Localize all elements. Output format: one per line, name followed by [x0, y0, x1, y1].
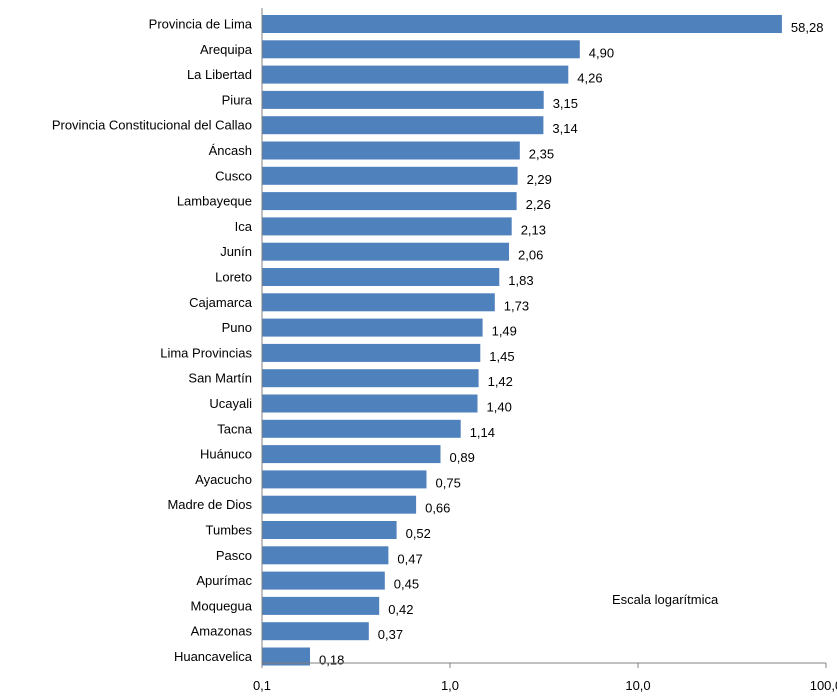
- value-label: 0,66: [425, 501, 450, 516]
- category-label: Lambayeque: [177, 194, 252, 209]
- category-label: Lima Provincias: [160, 345, 252, 360]
- value-label: 1,42: [488, 374, 513, 389]
- bar: [262, 470, 427, 489]
- category-label: Provincia de Lima: [149, 17, 253, 32]
- value-label: 1,40: [487, 400, 512, 415]
- category-label: Tacna: [217, 421, 252, 436]
- value-label: 0,42: [388, 602, 413, 617]
- value-label: 1,73: [504, 298, 529, 313]
- bar: [262, 369, 479, 388]
- bar: [262, 242, 509, 261]
- bar: [262, 116, 544, 135]
- bar: [262, 596, 380, 615]
- value-label: 3,15: [553, 96, 578, 111]
- category-label: Ucayali: [209, 396, 252, 411]
- category-label: Pasco: [216, 548, 252, 563]
- category-label: Huancavelica: [174, 649, 253, 664]
- category-label: Madre de Dios: [167, 497, 252, 512]
- bar: [262, 419, 461, 438]
- value-label: 58,28: [791, 20, 824, 35]
- bar: [262, 521, 397, 539]
- bar: [262, 394, 478, 413]
- bar: [262, 141, 520, 160]
- bar: [262, 445, 441, 464]
- value-label: 1,83: [508, 273, 533, 288]
- value-label: 4,90: [589, 45, 614, 60]
- category-label: Junín: [220, 244, 252, 259]
- x-tick-label: 10,0: [625, 678, 650, 693]
- bar: [262, 268, 500, 286]
- category-label: Piura: [222, 92, 253, 107]
- value-label: 0,18: [319, 653, 344, 668]
- category-label: San Martín: [188, 371, 252, 386]
- value-label: 4,26: [577, 71, 602, 86]
- value-label: 2,13: [521, 222, 546, 237]
- value-label: 0,75: [436, 475, 461, 490]
- bar: [262, 343, 481, 362]
- category-label: Apurímac: [196, 573, 252, 588]
- bar: [262, 65, 569, 84]
- x-tick-label: 0,1: [253, 678, 271, 693]
- category-label: Cusco: [215, 168, 252, 183]
- category-label: Áncash: [209, 143, 252, 158]
- category-label: Ica: [235, 219, 253, 234]
- value-label: 0,37: [378, 627, 403, 642]
- category-label: Provincia Constitucional del Callao: [52, 118, 252, 133]
- bar: [262, 546, 389, 565]
- bar: [262, 318, 483, 337]
- value-label: 2,35: [529, 147, 554, 162]
- category-label: Loreto: [215, 270, 252, 285]
- value-label: 2,06: [518, 248, 543, 263]
- value-label: 0,45: [394, 577, 419, 592]
- value-label: 2,29: [527, 172, 552, 187]
- bar: [262, 40, 580, 59]
- value-label: 2,26: [526, 197, 551, 212]
- bar: [262, 166, 518, 185]
- bar: [262, 90, 544, 109]
- category-label: Puno: [222, 320, 252, 335]
- category-label: Amazonas: [191, 624, 253, 639]
- bar: [262, 217, 512, 236]
- category-label: Cajamarca: [189, 295, 253, 310]
- bar: [262, 15, 782, 33]
- value-label: 1,14: [470, 425, 495, 440]
- bar: [262, 192, 517, 211]
- category-label: Tumbes: [206, 523, 253, 538]
- value-label: 0,47: [397, 551, 422, 566]
- value-label: 1,45: [489, 349, 514, 364]
- value-label: 0,89: [450, 450, 475, 465]
- value-label: 3,14: [552, 121, 577, 136]
- bar: [262, 495, 417, 514]
- bar: [262, 622, 369, 641]
- value-label: 0,52: [406, 526, 431, 541]
- category-label: Ayacucho: [195, 472, 252, 487]
- x-tick-label: 1,0: [441, 678, 459, 693]
- bar: [262, 647, 310, 666]
- scale-note: Escala logarítmica: [612, 592, 719, 607]
- x-tick-label: 100,0: [810, 678, 837, 693]
- bar: [262, 571, 385, 590]
- value-label: 1,49: [492, 324, 517, 339]
- category-label: Huánuco: [200, 447, 252, 462]
- category-label: La Libertad: [187, 67, 252, 82]
- bar: [262, 293, 495, 312]
- category-label: Arequipa: [200, 42, 253, 57]
- category-label: Moquegua: [191, 598, 253, 613]
